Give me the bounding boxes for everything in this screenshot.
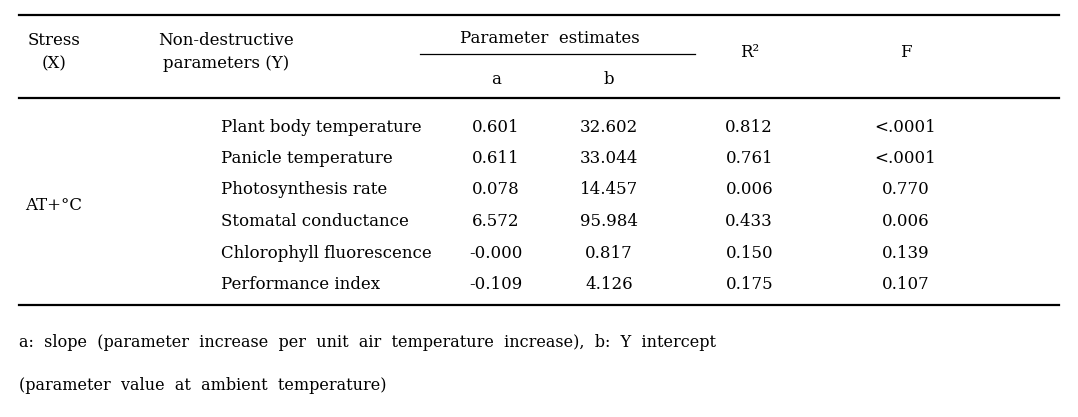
Text: 14.457: 14.457 bbox=[580, 181, 638, 198]
Text: 0.601: 0.601 bbox=[472, 119, 520, 136]
Text: 95.984: 95.984 bbox=[580, 214, 638, 230]
Text: <.0001: <.0001 bbox=[874, 119, 937, 136]
Text: 0.812: 0.812 bbox=[725, 119, 773, 136]
Text: 6.572: 6.572 bbox=[472, 214, 520, 230]
Text: 0.761: 0.761 bbox=[725, 150, 773, 167]
Text: 0.770: 0.770 bbox=[882, 181, 929, 198]
Text: <.0001: <.0001 bbox=[874, 150, 937, 167]
Text: Plant body temperature: Plant body temperature bbox=[221, 119, 421, 136]
Text: -0.109: -0.109 bbox=[469, 276, 523, 293]
Text: 0.175: 0.175 bbox=[725, 276, 773, 293]
Text: 0.433: 0.433 bbox=[725, 214, 773, 230]
Text: -0.000: -0.000 bbox=[469, 245, 523, 261]
Text: R²: R² bbox=[740, 44, 759, 60]
Text: AT+°C: AT+°C bbox=[26, 197, 82, 214]
Text: Stress
(X): Stress (X) bbox=[27, 32, 81, 73]
Text: F: F bbox=[900, 44, 911, 60]
Text: 0.611: 0.611 bbox=[472, 150, 520, 167]
Text: b: b bbox=[604, 71, 614, 88]
Text: 0.107: 0.107 bbox=[882, 276, 929, 293]
Text: 4.126: 4.126 bbox=[585, 276, 633, 293]
Text: a:  slope  (parameter  increase  per  unit  air  temperature  increase),  b:  Y : a: slope (parameter increase per unit ai… bbox=[19, 334, 717, 351]
Text: 0.006: 0.006 bbox=[882, 214, 929, 230]
Text: 0.006: 0.006 bbox=[725, 181, 773, 198]
Text: Photosynthesis rate: Photosynthesis rate bbox=[221, 181, 387, 198]
Text: Chlorophyll fluorescence: Chlorophyll fluorescence bbox=[221, 245, 432, 261]
Text: 32.602: 32.602 bbox=[580, 119, 638, 136]
Text: Non-destructive
parameters (Y): Non-destructive parameters (Y) bbox=[158, 32, 294, 73]
Text: a: a bbox=[490, 71, 501, 88]
Text: 0.078: 0.078 bbox=[472, 181, 520, 198]
Text: Stomatal conductance: Stomatal conductance bbox=[221, 214, 409, 230]
Text: Performance index: Performance index bbox=[221, 276, 381, 293]
Text: Panicle temperature: Panicle temperature bbox=[221, 150, 392, 167]
Text: (parameter  value  at  ambient  temperature): (parameter value at ambient temperature) bbox=[19, 377, 387, 394]
Text: 0.150: 0.150 bbox=[725, 245, 773, 261]
Text: Parameter  estimates: Parameter estimates bbox=[460, 30, 639, 47]
Text: 0.139: 0.139 bbox=[882, 245, 929, 261]
Text: 0.817: 0.817 bbox=[585, 245, 633, 261]
Text: 33.044: 33.044 bbox=[580, 150, 638, 167]
